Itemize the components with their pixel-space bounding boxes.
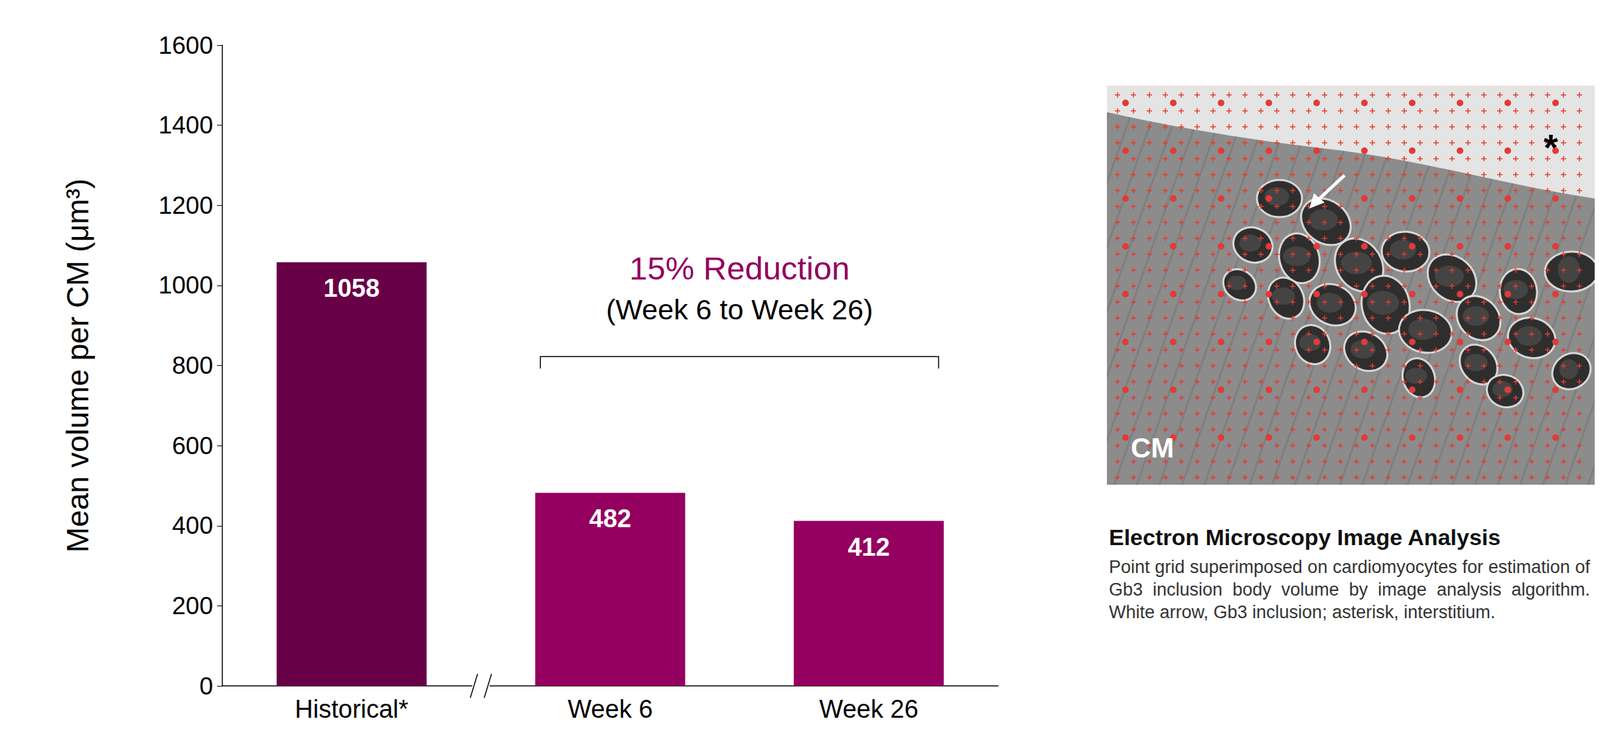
svg-text:CM: CM [1130,432,1174,464]
svg-text:600: 600 [171,432,214,460]
svg-text:1400: 1400 [158,111,214,139]
svg-text:15% Reduction: 15% Reduction [629,250,850,287]
svg-text:1200: 1200 [158,191,214,219]
svg-text:Historical*: Historical* [294,694,409,723]
svg-text:Week 26: Week 26 [819,694,919,723]
html-text:Point grid superimposed on car: Point grid superimposed on cardiomyocyte… [1108,556,1591,622]
svg-text:0: 0 [199,672,214,700]
svg-text:412: 412 [847,532,890,561]
svg-text:800: 800 [171,351,214,379]
svg-text:1058: 1058 [323,274,381,302]
svg-text:Mean volume per CM (μm³): Mean volume per CM (μm³) [60,178,95,553]
svg-text:482: 482 [589,504,632,533]
svg-text:Week 6: Week 6 [567,694,653,723]
svg-text:(Week 6 to Week 26): (Week 6 to Week 26) [605,293,873,326]
svg-text:1000: 1000 [158,271,214,299]
svg-text:200: 200 [171,591,214,620]
html-text:Electron Microscopy Image Anal: Electron Microscopy Image Analysis [1108,524,1501,550]
svg-text:1600: 1600 [158,31,214,60]
svg-text:400: 400 [171,511,214,539]
svg-text:*: * [1543,126,1559,168]
